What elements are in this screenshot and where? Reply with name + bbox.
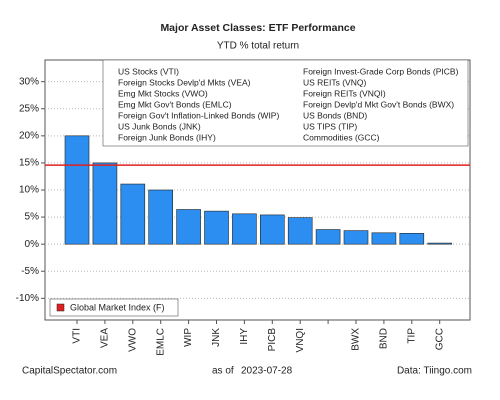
- key-entry: Commodities (GCC): [303, 132, 380, 142]
- x-tick-label: TIP: [406, 328, 417, 344]
- x-tick-label: BND: [379, 328, 390, 349]
- footer-site: CapitalSpectator.com: [22, 366, 117, 377]
- x-tick-label: VTI: [72, 328, 83, 344]
- y-tick-label: 10%: [19, 185, 39, 196]
- bar: [148, 189, 173, 245]
- key-entry: Foreign Stocks Devlp'd Mkts (VEA): [118, 77, 251, 87]
- x-tick-label: BWX: [351, 328, 362, 351]
- bar: [259, 214, 285, 245]
- chart-title: Major Asset Classes: ETF Performance: [160, 22, 355, 34]
- bar: [315, 229, 341, 245]
- legend-label: Global Market Index (F): [70, 302, 165, 312]
- y-tick-label: 20%: [19, 130, 39, 141]
- x-tick-label: VWO: [127, 328, 138, 352]
- y-tick-label: 15%: [19, 158, 39, 169]
- legend-box: [49, 298, 179, 317]
- bar: [371, 232, 397, 245]
- legend-swatch: [56, 303, 65, 312]
- bar: [176, 209, 201, 245]
- bar: [399, 233, 425, 245]
- x-tick-label: VNQI: [295, 328, 306, 352]
- x-tick-label: JNK: [211, 328, 222, 347]
- y-tick-label: 25%: [19, 103, 39, 114]
- x-tick-label: IHY: [239, 328, 250, 345]
- key-entry: US REITs (VNQ): [303, 77, 366, 87]
- bar: [287, 217, 313, 245]
- y-tick-label: -10%: [16, 293, 39, 304]
- x-tick-label: PICB: [267, 328, 278, 352]
- bar: [343, 230, 369, 245]
- key-entry: Emg Mkt Gov't Bonds (EMLC): [118, 99, 232, 109]
- y-tick-label: 5%: [25, 212, 40, 223]
- footer-data-source: Data: Tiingo.com: [397, 366, 472, 377]
- key-entry: Foreign Devlp'd Mkt Gov't Bonds (BWX): [303, 99, 454, 109]
- key-entry: Foreign Gov't Inflation-Linked Bonds (WI…: [118, 110, 279, 120]
- x-tick-label: WIP: [183, 328, 194, 347]
- y-tick-label: -5%: [21, 266, 39, 277]
- footer-as-of: as of: [212, 366, 234, 377]
- x-tick-label: VEA: [100, 328, 111, 348]
- bar: [120, 183, 146, 245]
- bar: [232, 213, 257, 245]
- key-entry: US Stocks (VTI): [118, 66, 179, 76]
- key-entry: Emg Mkt Stocks (VWO): [118, 88, 208, 98]
- key-entry: Foreign Junk Bonds (IHY): [118, 132, 216, 142]
- footer-date: 2023-07-28: [241, 366, 293, 377]
- key-box: [102, 59, 469, 147]
- bar: [204, 210, 229, 245]
- key-entry: US Junk Bonds (JNK): [118, 121, 201, 131]
- y-tick-label: 30%: [19, 76, 39, 87]
- x-tick-label: GCC: [434, 328, 445, 350]
- chart-subtitle: YTD % total return: [217, 41, 299, 52]
- key-entry: Foreign REITs (VNQI): [303, 88, 386, 98]
- key-entry: US TIPS (TIP): [303, 121, 357, 131]
- bar: [92, 162, 118, 245]
- y-tick-label: 0%: [25, 239, 40, 250]
- key-entry: Foreign Invest-Grade Corp Bonds (PICB): [303, 66, 459, 76]
- x-tick-label: EMLC: [155, 328, 166, 356]
- bar: [427, 242, 453, 245]
- key-entry: US Bonds (BND): [303, 110, 367, 120]
- bar: [64, 135, 90, 245]
